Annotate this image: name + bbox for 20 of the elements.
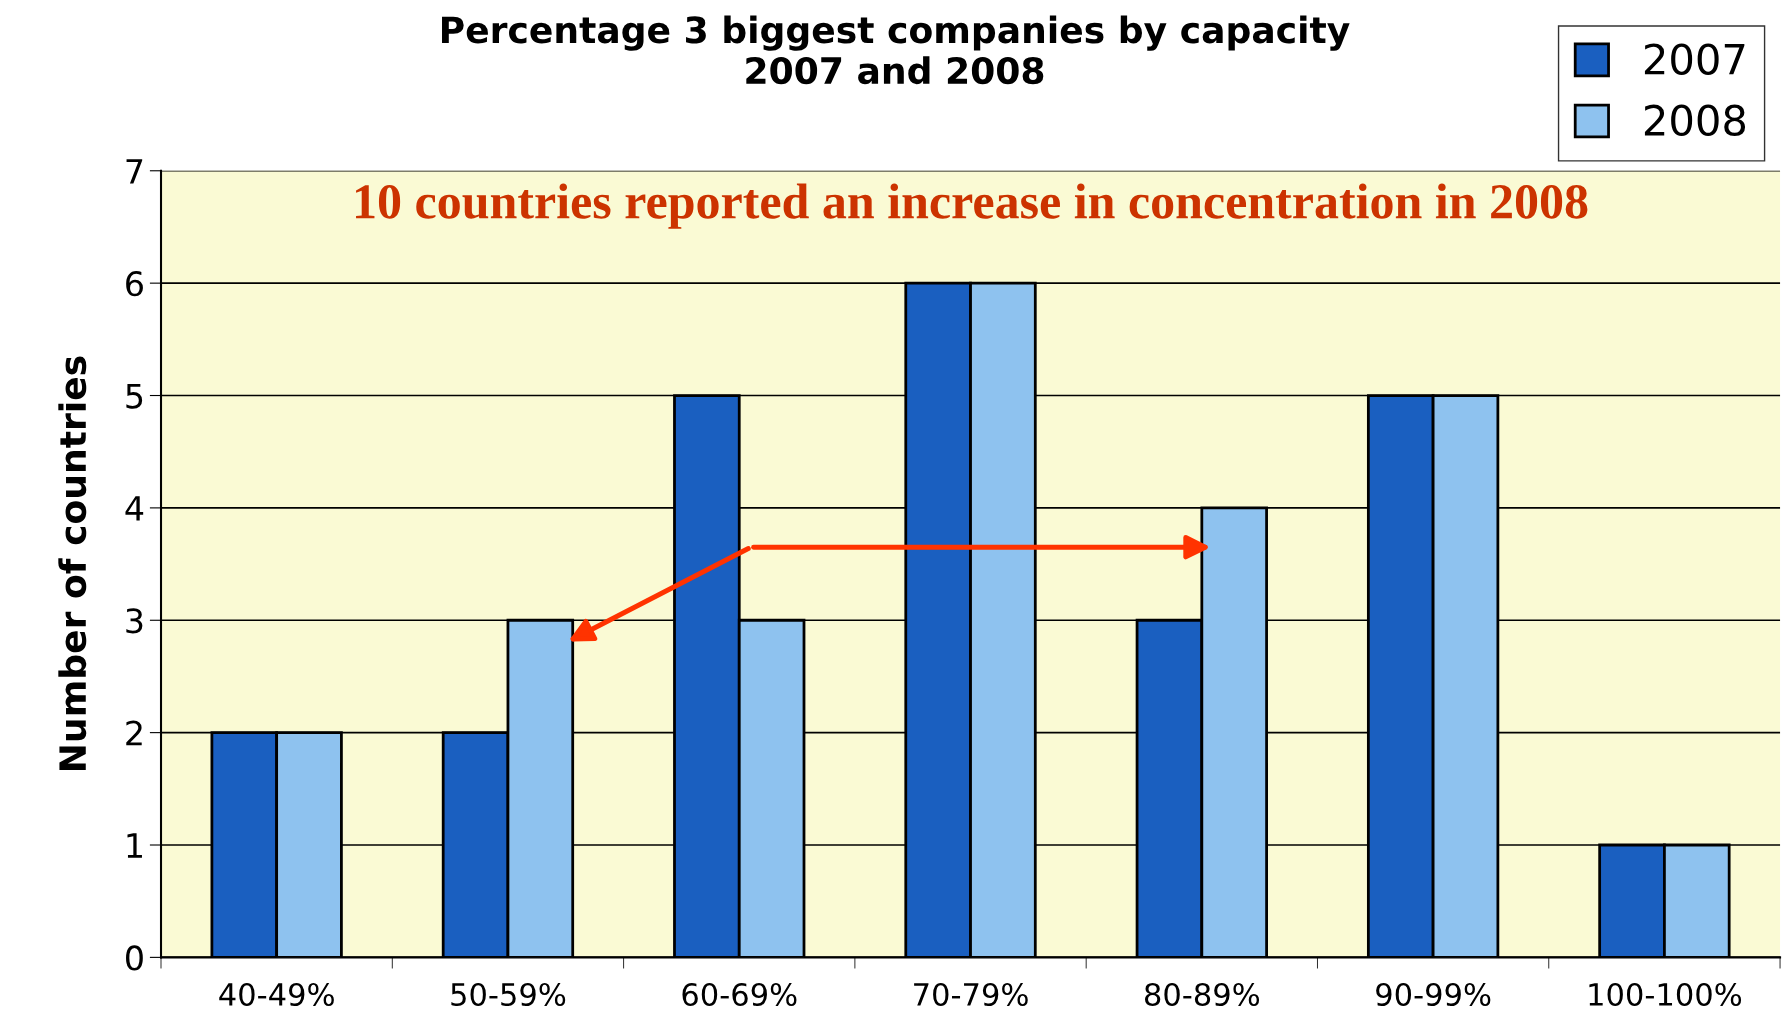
y-tick-label: 4: [125, 496, 144, 521]
legend-label: 2008: [1644, 104, 1746, 137]
x-tick-label: 60-69%: [682, 982, 797, 1007]
y-tick-label: 0: [126, 945, 143, 971]
y-tick-label: 2: [126, 720, 142, 746]
y-tick-label: 6: [126, 271, 143, 297]
x-tick-label: 50-59%: [451, 982, 566, 1007]
y-tick-label: 5: [126, 383, 143, 409]
y-tick-label: 7: [126, 159, 143, 184]
x-tick-label: 70-79%: [914, 982, 1028, 1007]
legend-label: 2007: [1644, 43, 1745, 75]
y-axis-title: Number of countries: [58, 356, 87, 770]
y-tick-label: 3: [126, 608, 143, 634]
chart-title: Percentage 3 biggest companies by capacity 2007 and 2008: [442, 15, 1350, 85]
y-tick-label: 1: [127, 833, 142, 858]
annotation: 10 countries reported an increase in concentration in 2008: [356, 183, 1588, 229]
x-tick-label: 80-89%: [1144, 982, 1260, 1007]
x-tick-label: 90-99%: [1376, 982, 1491, 1007]
x-tick-label: 100-100%: [1589, 982, 1742, 1007]
x-tick-label: 40-49%: [219, 982, 334, 1007]
